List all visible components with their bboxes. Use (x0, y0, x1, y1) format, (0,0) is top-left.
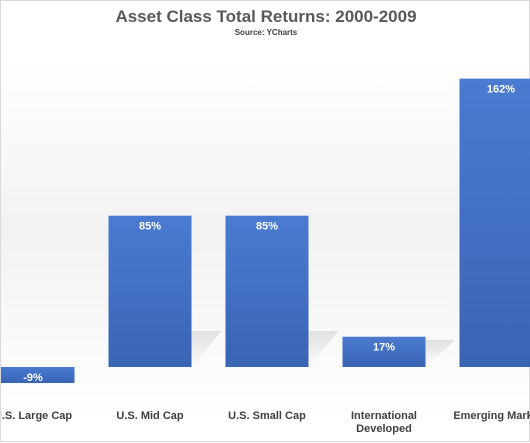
category-label-u-s-large-cap: U.S. Large Cap (1, 410, 72, 422)
bar-value-label-international-developed: 17% (373, 342, 395, 354)
category-label-emerging-markets: Emerging Markets (453, 410, 530, 422)
bar-u-s-small-cap (226, 216, 309, 367)
bar-value-label-emerging-markets: 162% (487, 84, 515, 96)
bar-emerging-markets (460, 79, 530, 367)
bar-value-label-u-s-mid-cap: 85% (139, 221, 161, 233)
bar-value-label-u-s-large-cap: -9% (23, 372, 43, 384)
bar-u-s-mid-cap (109, 216, 192, 367)
bar-value-label-u-s-small-cap: 85% (256, 221, 278, 233)
category-label-u-s-small-cap: U.S. Small Cap (228, 410, 306, 422)
category-label-u-s-mid-cap: U.S. Mid Cap (116, 410, 184, 422)
